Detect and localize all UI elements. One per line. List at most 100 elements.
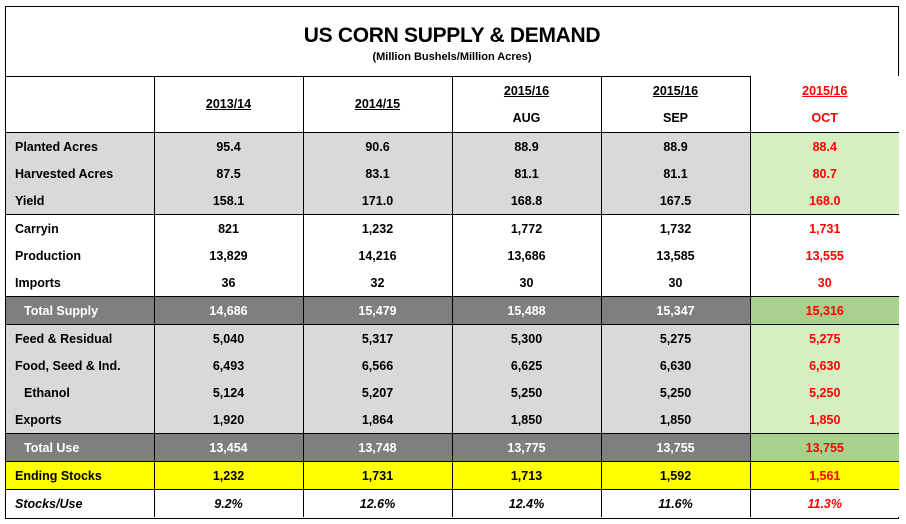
table-cell: 5,124 [153, 379, 303, 406]
table-cell: 12.4% [451, 489, 601, 517]
table-cell: 81.1 [451, 160, 601, 187]
column-header: 2015/16 SEP [600, 76, 750, 133]
table-cell: 15,488 [451, 296, 601, 325]
table-cell: 5,250 [600, 379, 750, 406]
table-cell: 5,207 [302, 379, 452, 406]
table-row-imports: Imports 36 32 30 30 30 [6, 269, 899, 297]
table-row-stocks-use: Stocks/Use 9.2% 12.6% 12.4% 11.6% 11.3% [6, 489, 899, 517]
supply-demand-table: 2013/14 2014/15 2015/16 AUG 2015/16 SEP 20… [6, 76, 899, 517]
table-row-yield: Yield 158.1 171.0 168.8 167.5 168.0 [6, 187, 899, 215]
table-cell: 15,347 [600, 296, 750, 325]
table-cell-latest: 11.3% [749, 489, 899, 517]
row-label: Total Use [6, 433, 154, 462]
column-year: 2014/15 [354, 97, 401, 111]
table-row-total-use: Total Use 13,454 13,748 13,775 13,755 13… [6, 433, 899, 462]
column-year: 2015/16 [503, 83, 550, 98]
column-year: 2013/14 [205, 97, 252, 111]
table-cell: 1,864 [302, 406, 452, 434]
table-row-carryin: Carryin 821 1,232 1,772 1,732 1,731 [6, 214, 899, 242]
column-header: 2015/16 AUG [451, 76, 601, 133]
table-cell-latest: 1,731 [749, 214, 899, 242]
table-cell-latest: 80.7 [749, 160, 899, 187]
table-cell: 13,755 [600, 433, 750, 462]
table-cell: 14,216 [302, 242, 452, 269]
supply-demand-sheet: US CORN SUPPLY & DEMAND (Million Bushels… [5, 6, 899, 519]
report-subtitle: (Million Bushels/Million Acres) [372, 51, 532, 63]
row-label: Feed & Residual [6, 324, 154, 352]
table-row-total-supply: Total Supply 14,686 15,479 15,488 15,347… [6, 296, 899, 325]
table-cell: 171.0 [302, 187, 452, 215]
table-cell: 6,566 [302, 352, 452, 379]
table-cell: 30 [451, 269, 601, 297]
row-label: Carryin [15, 221, 59, 236]
table-cell: 13,775 [451, 433, 601, 462]
table-cell: 1,850 [600, 406, 750, 434]
table-cell: 168.8 [451, 187, 601, 215]
row-label: Ethanol [6, 379, 154, 406]
column-month: SEP [662, 110, 688, 125]
table-cell: 1,850 [451, 406, 601, 434]
table-cell: 1,732 [600, 214, 750, 242]
column-header: 2013/14 [153, 76, 303, 133]
table-cell-latest: 30 [749, 269, 899, 297]
table-cell: 1,232 [153, 461, 303, 490]
table-cell: 158.1 [153, 187, 303, 215]
report-title: US CORN SUPPLY & DEMAND [303, 24, 601, 47]
table-cell: 1,772 [451, 214, 601, 242]
column-year: 2015/16 [652, 83, 699, 98]
table-row-ethanol: Ethanol 5,124 5,207 5,250 5,250 5,250 [6, 379, 899, 406]
table-cell-latest: 15,316 [749, 296, 899, 325]
table-cell: 87.5 [153, 160, 303, 187]
table-cell-latest: 1,561 [749, 461, 899, 490]
column-month: AUG [512, 110, 541, 125]
row-label: Production [15, 248, 81, 263]
header-row: 2013/14 2014/15 2015/16 AUG 2015/16 SEP 20… [6, 76, 899, 133]
table-cell: 11.6% [600, 489, 750, 517]
column-year: 2015/16 [802, 83, 848, 98]
table-row-planted-acres: Planted Acres 95.4 90.6 88.9 88.9 88.4 [6, 132, 899, 160]
table-cell-latest: 13,755 [749, 433, 899, 462]
table-cell: 14,686 [153, 296, 303, 325]
table-cell-latest: 168.0 [749, 187, 899, 215]
table-cell: 1,731 [302, 461, 452, 490]
table-cell: 6,625 [451, 352, 601, 379]
table-cell: 88.9 [600, 132, 750, 160]
table-cell: 6,630 [600, 352, 750, 379]
table-cell: 13,686 [451, 242, 601, 269]
row-label: Exports [6, 406, 154, 434]
table-cell: 1,592 [600, 461, 750, 490]
table-cell: 15,479 [302, 296, 452, 325]
table-row-exports: Exports 1,920 1,864 1,850 1,850 1,850 [6, 406, 899, 434]
row-label: Food, Seed & Ind. [6, 352, 154, 379]
table-cell-latest: 88.4 [749, 132, 899, 160]
table-cell: 36 [153, 269, 303, 297]
table-cell: 167.5 [600, 187, 750, 215]
table-cell: 5,275 [600, 324, 750, 352]
table-cell: 13,454 [153, 433, 303, 462]
row-label: Planted Acres [6, 132, 154, 160]
table-cell: 95.4 [153, 132, 303, 160]
table-cell: 5,040 [153, 324, 303, 352]
table-cell: 5,250 [451, 379, 601, 406]
table-cell-latest: 1,850 [749, 406, 899, 434]
table-cell: 13,748 [302, 433, 452, 462]
table-cell: 6,493 [153, 352, 303, 379]
table-cell-latest: 5,275 [749, 324, 899, 352]
table-cell: 81.1 [600, 160, 750, 187]
column-header-latest: 2015/16 OCT [749, 76, 899, 133]
table-cell: 12.6% [302, 489, 452, 517]
table-cell: 32 [302, 269, 452, 297]
row-label: Yield [6, 187, 154, 215]
table-cell: 1,920 [153, 406, 303, 434]
column-month: OCT [811, 110, 838, 125]
table-cell: 13,585 [600, 242, 750, 269]
header-corner-cell [6, 76, 154, 133]
table-cell: 9.2% [153, 489, 303, 517]
column-header: 2014/15 [302, 76, 452, 133]
row-label: Imports [6, 269, 154, 297]
table-cell-latest: 5,250 [749, 379, 899, 406]
title-block: US CORN SUPPLY & DEMAND (Million Bushels… [6, 7, 898, 77]
table-row-harvested-acres: Harvested Acres 87.5 83.1 81.1 81.1 80.7 [6, 160, 899, 187]
row-label: Stocks/Use [15, 496, 83, 511]
table-cell: 13,829 [153, 242, 303, 269]
